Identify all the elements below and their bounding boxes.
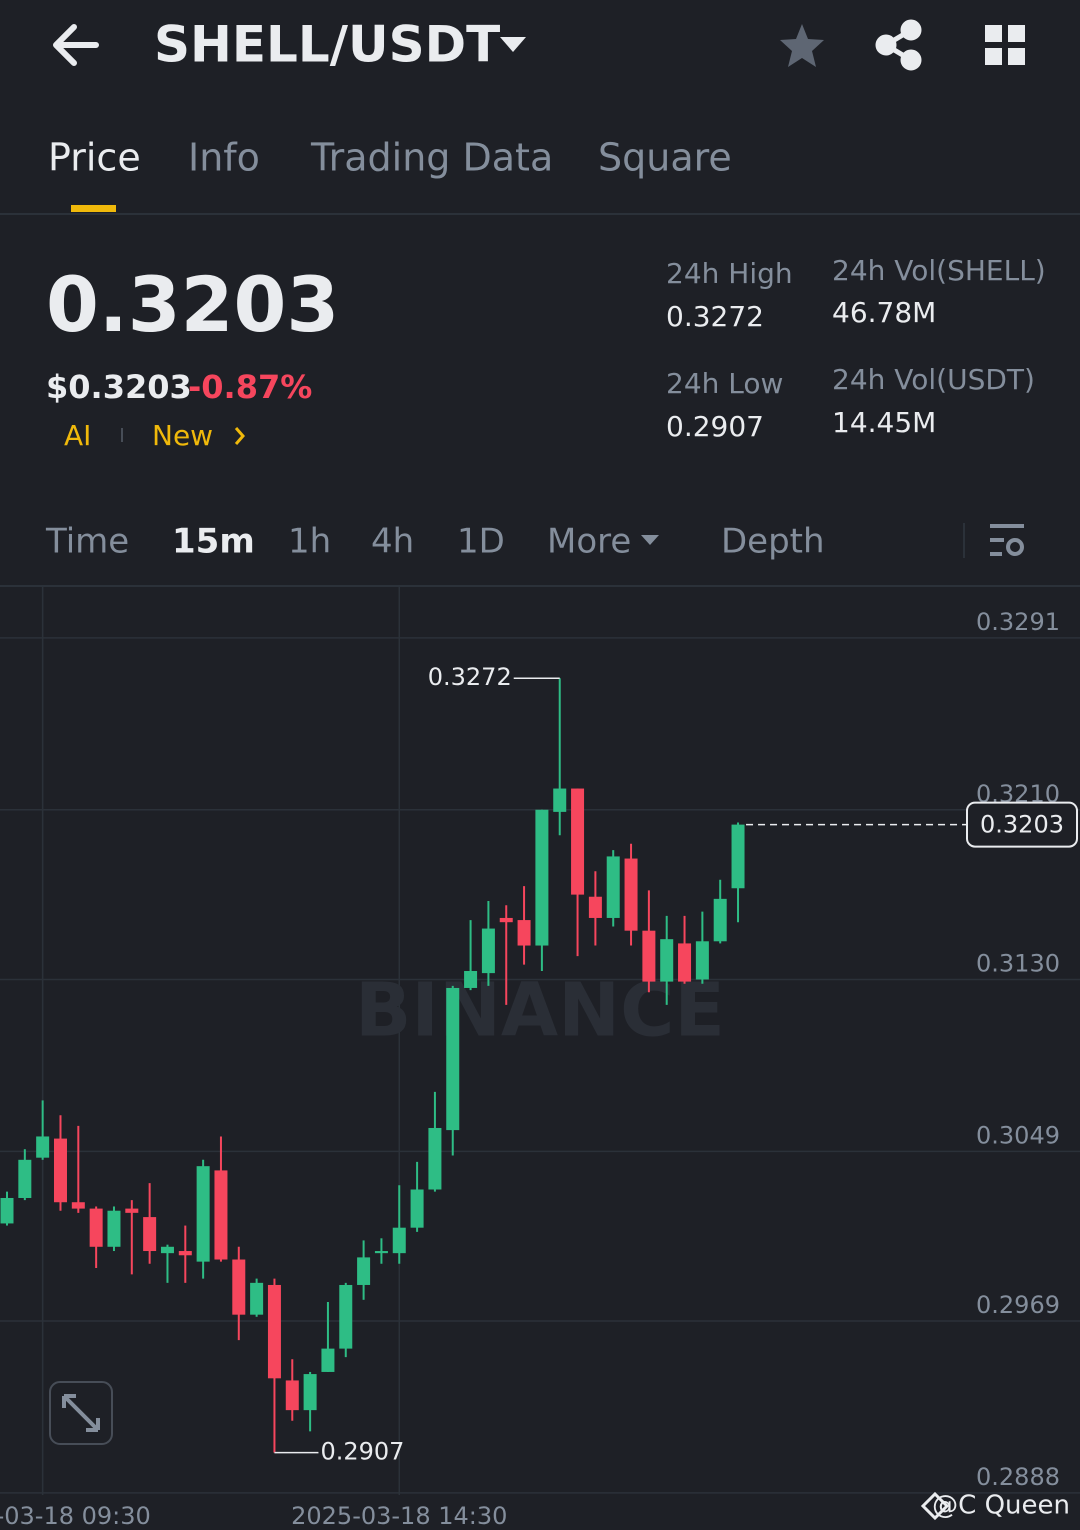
tag[interactable]: New [152,419,213,452]
y-tick-label: 0.2888 [976,1463,1060,1491]
candle-body [464,970,478,988]
candle-body [410,1189,424,1228]
y-tick-label: 0.3049 [976,1121,1060,1149]
candle-body [53,1138,67,1203]
favorite-icon[interactable] [780,24,824,67]
stat-value: 0.2907 [666,410,764,443]
min-label: 0.2907 [320,1438,404,1466]
candle-body [624,858,638,931]
candle-body [553,788,567,812]
candle-body [481,928,495,974]
last-price-box [966,801,1078,848]
candle-body [535,809,549,946]
candle-body [321,1348,335,1372]
candle-body [713,898,727,942]
candle-body [18,1159,32,1198]
candle-body [499,917,513,923]
y-tick-label: 0.3130 [976,949,1060,977]
last-price-label: 0.3203 [980,811,1064,839]
candle-body [71,1202,85,1209]
candle-body [571,788,585,895]
candle-body [731,824,745,889]
candle-body [214,1170,228,1260]
x-tick-label: 2025-03-18 14:30 [291,1502,507,1530]
tab[interactable]: Trading Data [310,136,553,180]
candle-body [392,1227,406,1254]
stat-value: 14.45M [832,406,936,439]
overlay: 0.3272 0.2907 0.3203 [274,663,1078,1466]
tag[interactable]: AI [64,419,91,452]
pair-dropdown[interactable] [500,37,526,52]
tab[interactable]: Price [48,136,141,180]
fullscreen-icon [62,1394,100,1432]
share-icon[interactable] [875,19,922,71]
stat-value: 0.3272 [666,300,764,333]
interval[interactable]: 4h [371,522,414,562]
candle-body [339,1284,353,1349]
price-change: -0.87% [188,368,312,406]
tab-indicator [71,205,116,212]
layout-icon[interactable] [985,25,1025,65]
stat-label: 24h Vol(USDT) [832,363,1035,396]
stat-label: 24h Vol(SHELL) [832,254,1046,287]
candle-body [143,1217,157,1252]
candle-body [695,941,709,980]
candle-body [606,856,620,918]
last-price: 0.3203 [46,260,339,349]
candle-body [374,1251,388,1254]
stat-label: 24h Low [666,367,783,400]
candle-body [125,1208,139,1213]
candle-body [303,1374,317,1411]
candle-body [0,1197,14,1224]
candle-body [107,1210,121,1247]
candle-body [232,1259,246,1315]
candle-body [89,1208,103,1247]
candle-body [588,896,602,918]
candle-body [428,1127,442,1190]
candle-body [517,920,531,946]
credit: @C Queen [932,1491,1070,1521]
interval[interactable]: More [547,522,631,562]
candle-body [178,1251,192,1256]
max-label: 0.3272 [428,663,512,691]
candle-body [660,939,674,982]
stat-label: 24h High [666,257,793,290]
interval[interactable]: 15m [172,522,255,562]
stat-value: 46.78M [832,296,936,329]
tab[interactable]: Square [598,136,732,180]
watermark: BINANCE [355,968,725,1054]
candle-body [160,1246,174,1254]
candle-body [196,1166,210,1262]
candle-body [36,1136,50,1158]
candle-body [267,1284,281,1379]
candle-body [285,1380,299,1411]
candles [0,678,745,1453]
candle-body [642,930,656,982]
candle-body [678,943,692,982]
tab[interactable]: Info [188,136,260,180]
candle-body [250,1282,264,1315]
x-tick-label: 2025-03-18 09:30 [0,1502,151,1530]
back-button[interactable] [53,24,99,66]
grid: 0.28880.29690.30490.31300.32100.32912025… [0,587,1080,1530]
interval[interactable]: 1D [457,522,505,562]
credit-logo [920,1491,950,1521]
candle-body [357,1257,371,1285]
y-tick-label: 0.2969 [976,1291,1060,1319]
tag-arrow[interactable] [234,427,245,445]
chart-settings-icon[interactable] [990,524,1024,556]
interval[interactable]: Time [45,522,129,562]
usd-price: $0.3203 [46,368,192,406]
y-tick-label: 0.3291 [976,608,1060,636]
fullscreen-button[interactable] [49,1381,113,1445]
more-dropdown[interactable] [641,535,659,545]
candle-body [446,987,460,1131]
pair-title[interactable]: SHELL/USDT [154,16,500,74]
interval[interactable]: 1h [288,522,331,562]
interval[interactable]: Depth [721,522,825,562]
